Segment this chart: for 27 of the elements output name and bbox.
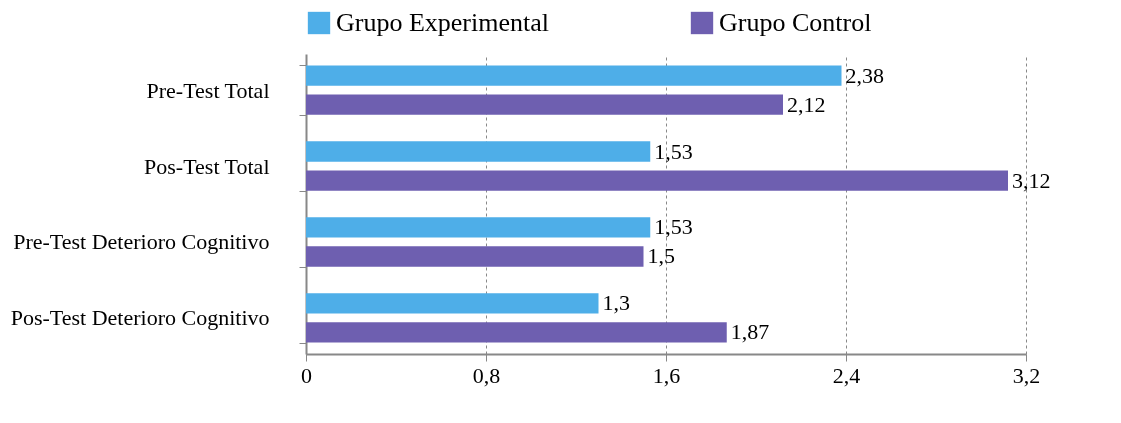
bar — [306, 322, 727, 343]
y-tick-label: Pre-Test Deterioro Cognitivo — [13, 229, 270, 255]
bar — [306, 65, 842, 86]
data-label: 2,12 — [787, 91, 826, 117]
bar — [306, 141, 651, 162]
y-tick-label: Pre-Test Total — [146, 77, 270, 103]
data-label: 1,5 — [647, 243, 675, 269]
bar — [306, 170, 1008, 191]
x-tick-label: 0 — [301, 362, 312, 388]
data-label: 1,53 — [654, 138, 693, 164]
x-tick-label: 3,2 — [1012, 362, 1041, 388]
x-tick-label: 0,8 — [472, 362, 501, 388]
bar — [306, 293, 599, 314]
x-tick-label: 1,6 — [652, 362, 681, 388]
data-label: 3,12 — [1012, 167, 1051, 193]
y-tick-label: Pos-Test Total — [144, 153, 270, 179]
x-tick-label: 2,4 — [832, 362, 861, 388]
bar — [306, 94, 783, 115]
data-label: 1,3 — [602, 290, 630, 316]
data-label: 1,53 — [654, 214, 693, 240]
bar — [306, 217, 651, 238]
y-tick-label: Pos-Test Deterioro Cognitivo — [10, 305, 270, 331]
data-label: 1,87 — [730, 319, 770, 345]
legend-label: Grupo Control — [719, 8, 872, 37]
bar — [306, 246, 644, 267]
legend-label: Grupo Experimental — [336, 8, 549, 37]
data-label: 2,38 — [845, 62, 884, 88]
